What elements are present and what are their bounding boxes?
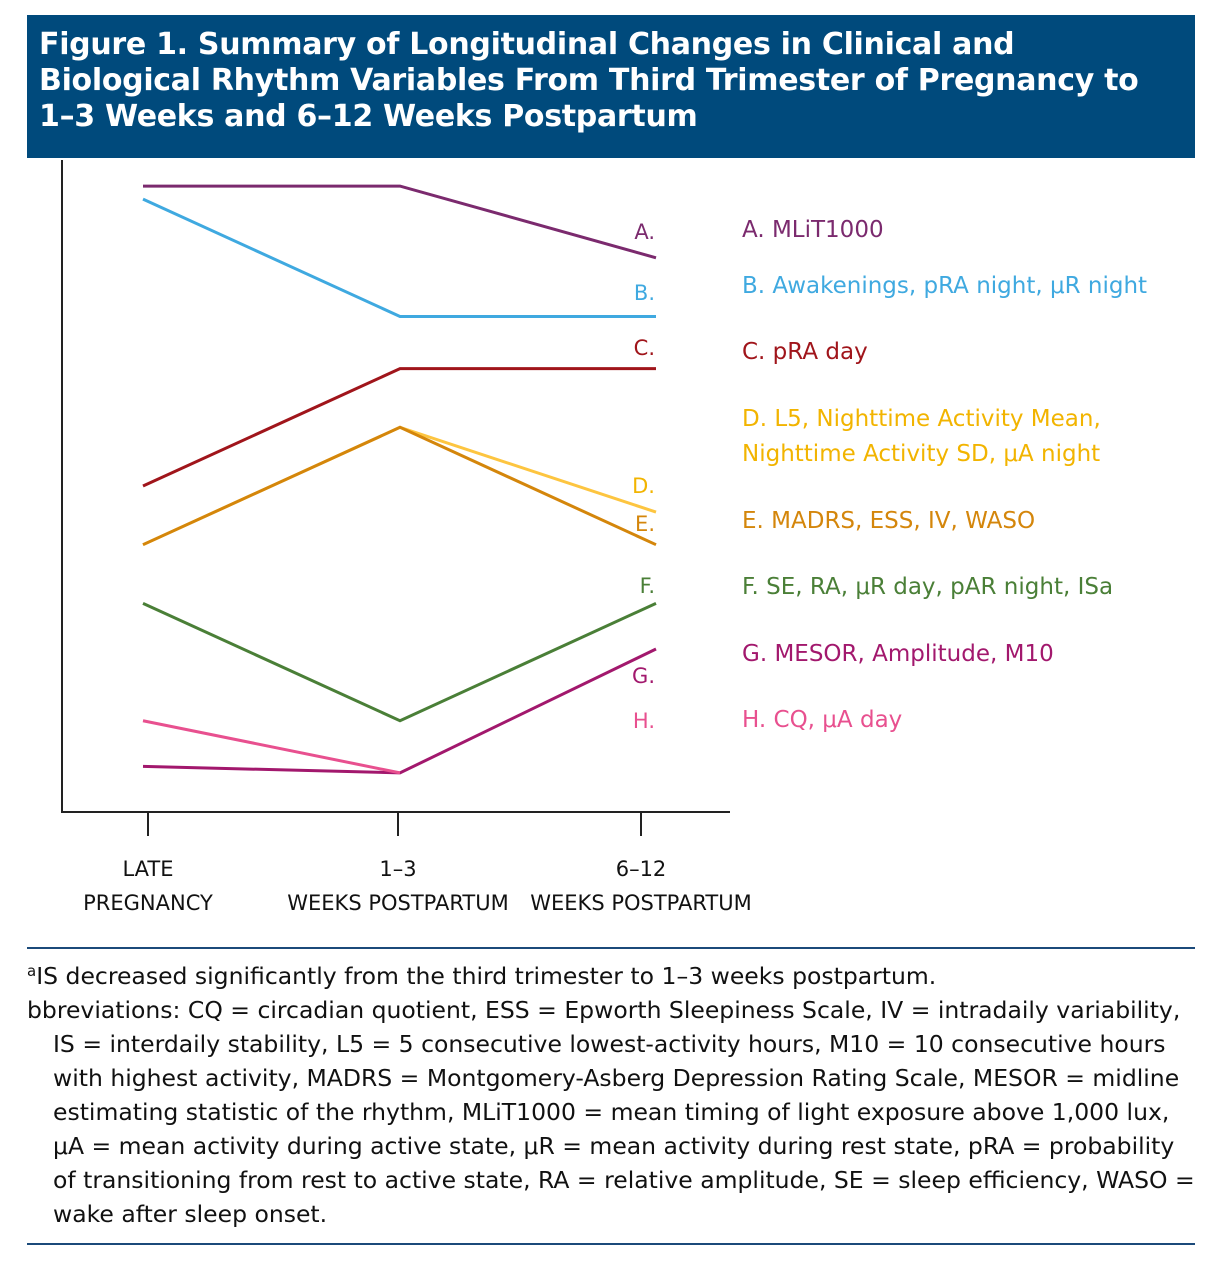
legend-entry: F. SE, RA, μR day, pAR night, ISa [742,574,1113,600]
x-tick-label-line: WEEKS POSTPARTUM [287,891,509,915]
series-letter-label: D. [632,474,655,498]
series-letter-label: C. [634,336,655,360]
line-chart: LATE PREGNANCY 1–3 WEEKS POSTPARTUM 6–12 WEEK… [61,160,1147,915]
series-line-g [142,647,657,775]
footnote: aIS decreased significantly from the thi… [27,947,1195,1245]
legend-entry: H. CQ, μA day [742,707,902,733]
series-line-b [142,197,656,318]
series-line-d [142,425,657,547]
legend-entry: C. pRA day [742,339,868,365]
legend-entry: B. Awakenings, pRA night, μR night [742,273,1147,299]
footnote-abbreviations: bbreviations: CQ = circadian quotient, E… [27,996,1195,1228]
legend-entry: G. MESOR, Amplitude, M10 [742,641,1054,667]
legend-entry: D. L5, Nighttime Activity Mean, [742,406,1101,432]
series-line-e [142,425,657,547]
footnote-a: aIS decreased significantly from the thi… [27,962,937,990]
series-letter-label: B. [634,281,655,305]
series-letter-label: H. [633,709,655,733]
x-tick-label-line: 6–12 [616,857,667,881]
legend-entry: Nighttime Activity SD, μA night [742,441,1100,467]
series-line-c [142,367,656,488]
x-tick-label-line: 1–3 [379,857,416,881]
legend-entry: E. MADRS, ESS, IV, WASO [742,508,1035,534]
series-letter-label: F. [640,574,655,598]
legend-entry: A. MLiT1000 [742,217,884,243]
series-letter-label: G. [632,664,655,688]
x-tick-label: 1–3 WEEKS POSTPARTUM [287,857,509,915]
series-line-h [142,719,401,775]
x-tick-label-line: PREGNANCY [83,891,213,915]
series-letter-label: A. [634,220,655,244]
x-tick-label-line: WEEKS POSTPARTUM [530,891,752,915]
series-line-f [142,601,657,723]
figure-title: Figure 1. Summary of Longitudinal Change… [27,15,1195,158]
x-tick-label-line: LATE [122,857,173,881]
series-letter-label: E. [635,512,655,536]
x-tick-label: LATE PREGNANCY [83,857,213,915]
series-line-a [143,184,657,260]
x-tick-label: 6–12 WEEKS POSTPARTUM [530,857,752,915]
